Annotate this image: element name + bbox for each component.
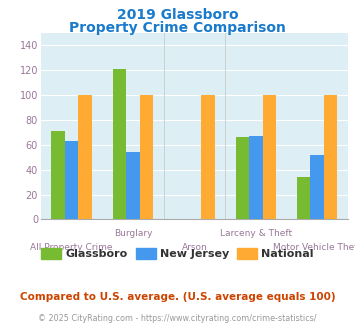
Text: Motor Vehicle Theft: Motor Vehicle Theft bbox=[273, 243, 355, 252]
Bar bbox=[51, 131, 65, 219]
Text: Larceny & Theft: Larceny & Theft bbox=[220, 229, 292, 238]
Bar bbox=[113, 69, 126, 219]
Bar bbox=[78, 95, 92, 219]
Bar bbox=[201, 95, 215, 219]
Text: Compared to U.S. average. (U.S. average equals 100): Compared to U.S. average. (U.S. average … bbox=[20, 292, 335, 302]
Legend: Glassboro, New Jersey, National: Glassboro, New Jersey, National bbox=[37, 244, 318, 263]
Text: Property Crime Comparison: Property Crime Comparison bbox=[69, 21, 286, 35]
Bar bbox=[297, 177, 310, 219]
Bar bbox=[126, 152, 140, 219]
Text: Arson: Arson bbox=[181, 243, 207, 252]
Bar bbox=[140, 95, 153, 219]
Text: All Property Crime: All Property Crime bbox=[30, 243, 113, 252]
Bar bbox=[324, 95, 338, 219]
Bar bbox=[65, 141, 78, 219]
Bar bbox=[263, 95, 276, 219]
Bar bbox=[310, 155, 324, 219]
Text: © 2025 CityRating.com - https://www.cityrating.com/crime-statistics/: © 2025 CityRating.com - https://www.city… bbox=[38, 314, 317, 323]
Text: Burglary: Burglary bbox=[114, 229, 152, 238]
Text: 2019 Glassboro: 2019 Glassboro bbox=[117, 8, 238, 22]
Bar bbox=[235, 137, 249, 219]
Bar bbox=[249, 136, 263, 219]
